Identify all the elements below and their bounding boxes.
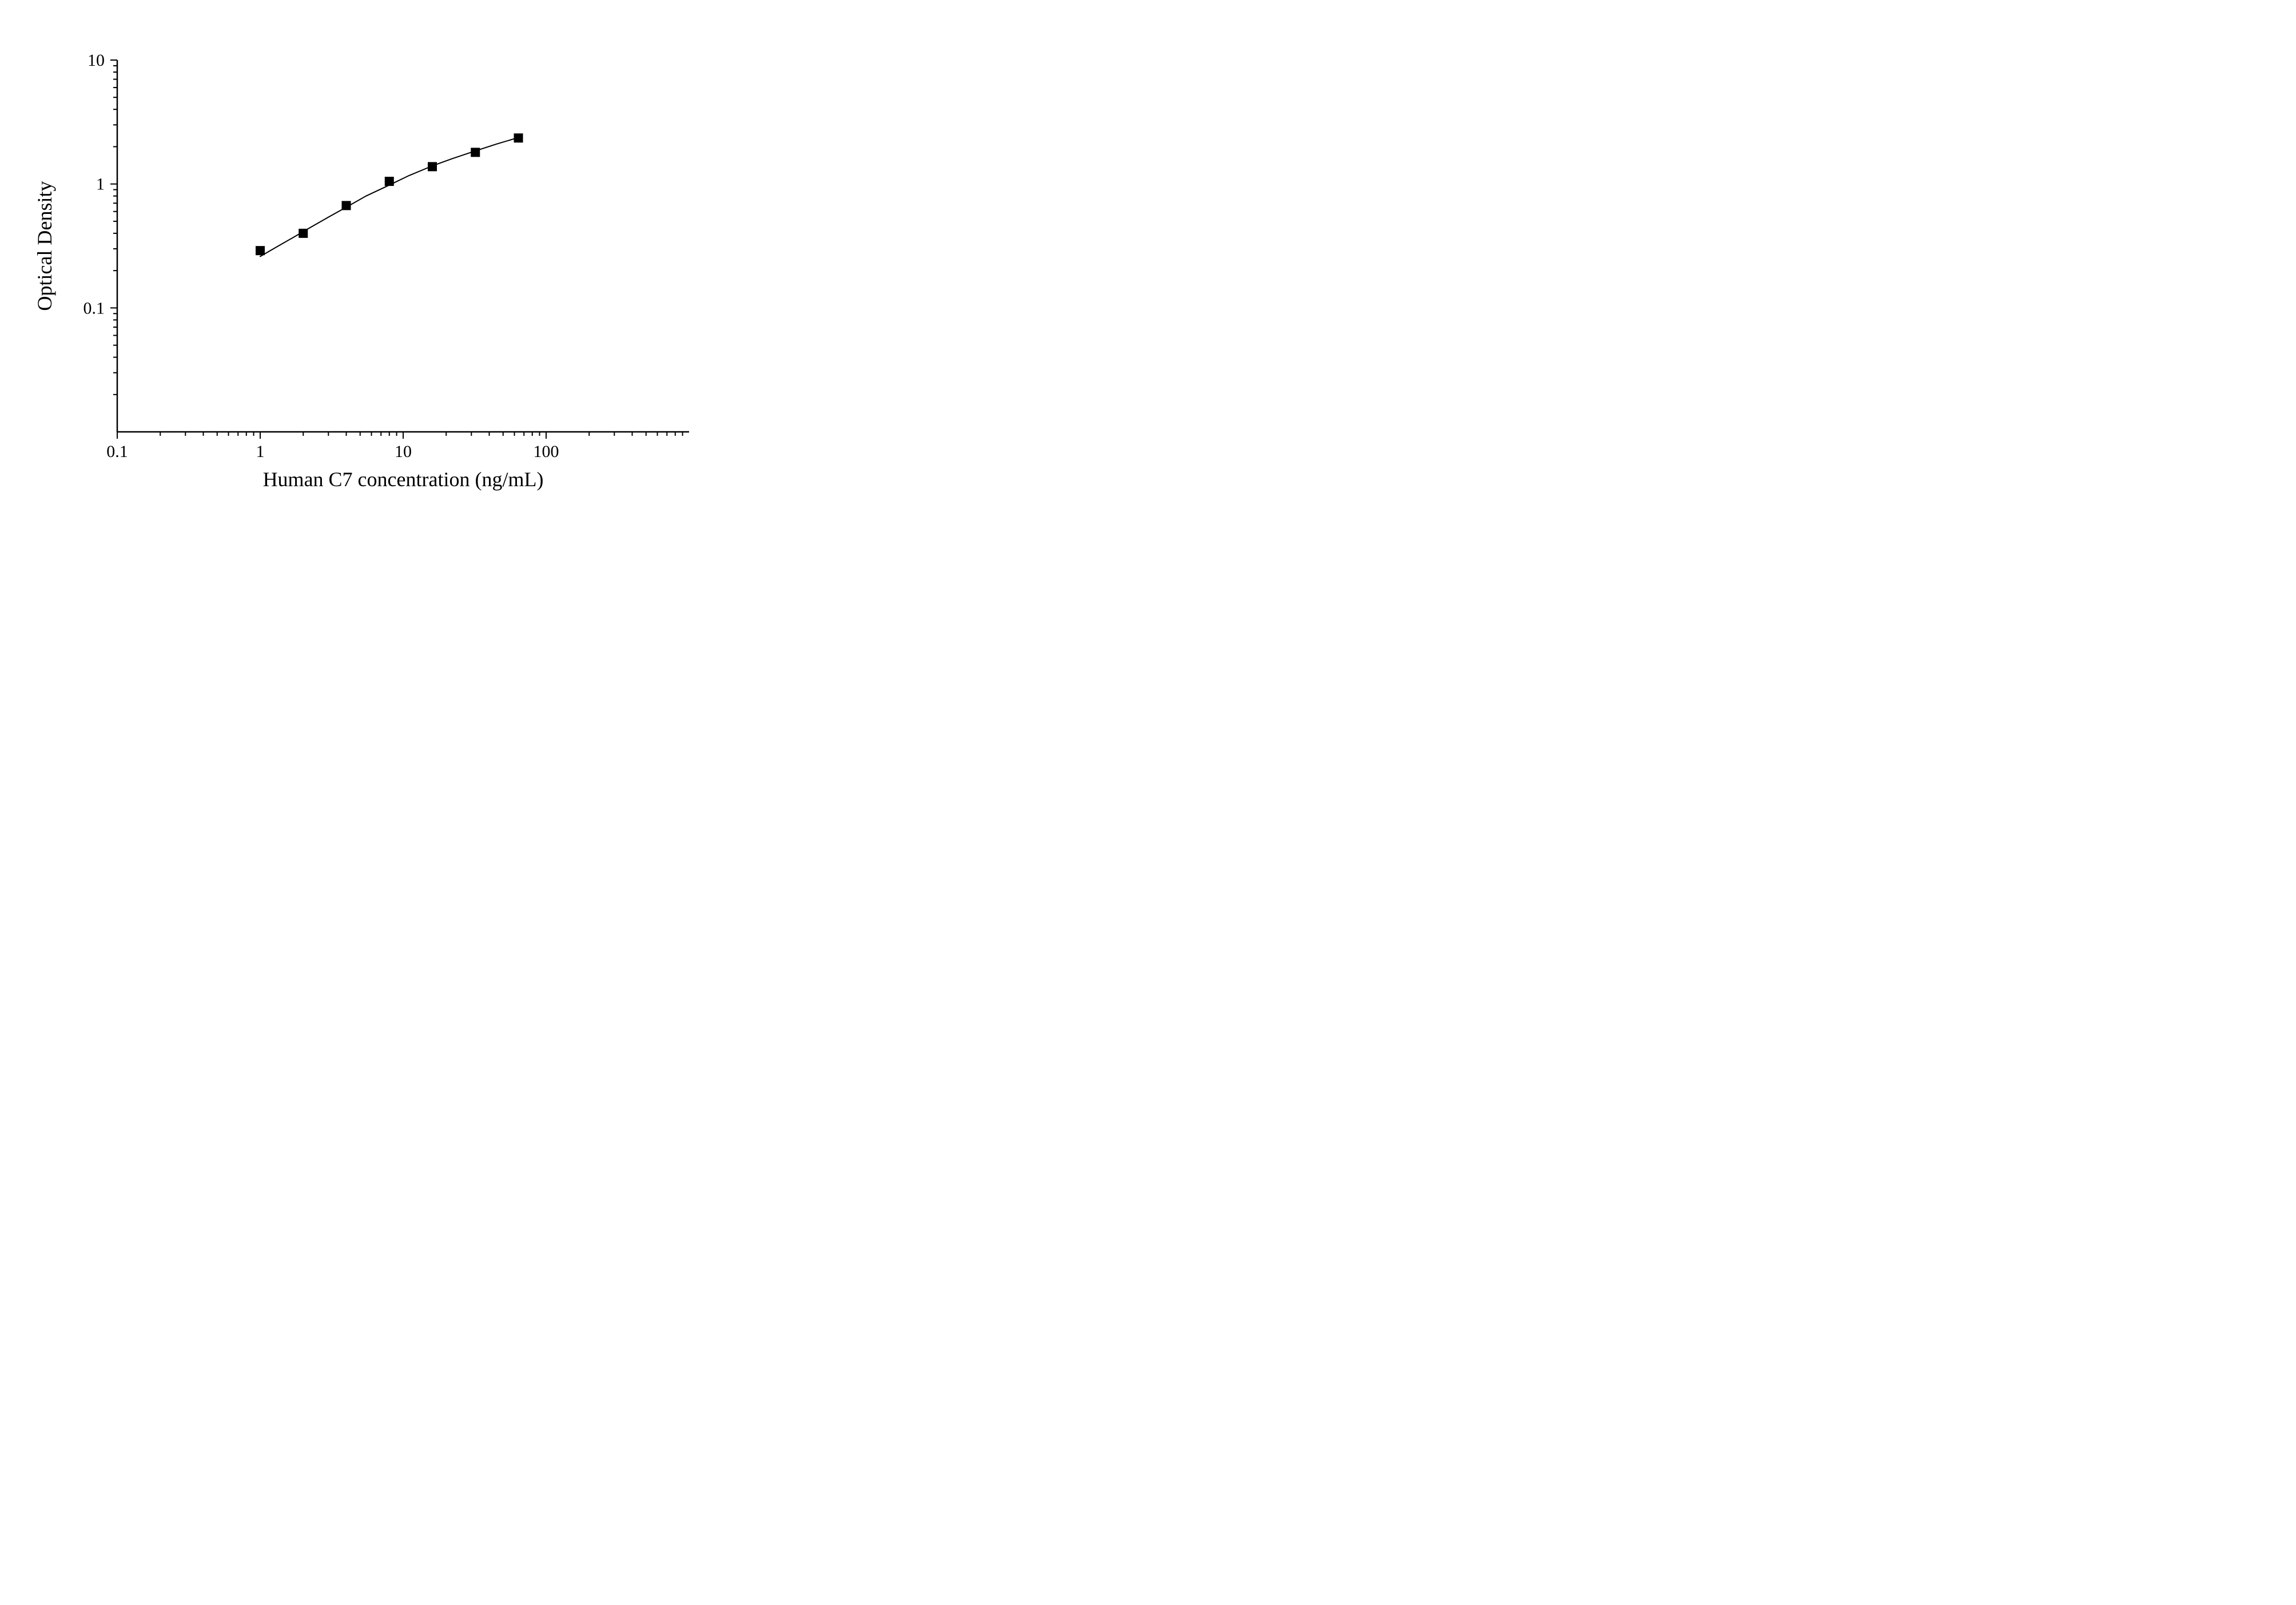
y-tick-label: 1 [96, 175, 105, 194]
x-tick-label: 0.1 [106, 442, 128, 461]
data-marker [256, 246, 265, 255]
x-tick-label: 10 [395, 442, 412, 461]
x-tick-label: 1 [256, 442, 265, 461]
x-axis-label: Human C7 concentration (ng/mL) [263, 468, 544, 491]
data-marker [342, 201, 351, 210]
y-tick-label: 10 [87, 51, 105, 70]
x-tick-label: 100 [534, 442, 559, 461]
y-tick-label: 0.1 [83, 299, 105, 317]
y-axis-label: Optical Density [33, 181, 56, 311]
chart-container: 0.1 1 10 100 0.1 1 10 Human C7 concentration (n… [0, 0, 765, 535]
data-marker [385, 177, 394, 186]
data-marker [299, 229, 308, 238]
data-marker [514, 133, 523, 142]
chart-svg: 0.1 1 10 100 0.1 1 10 Human C7 concentration (n… [0, 0, 765, 535]
data-marker [428, 162, 437, 171]
data-marker [471, 148, 480, 157]
